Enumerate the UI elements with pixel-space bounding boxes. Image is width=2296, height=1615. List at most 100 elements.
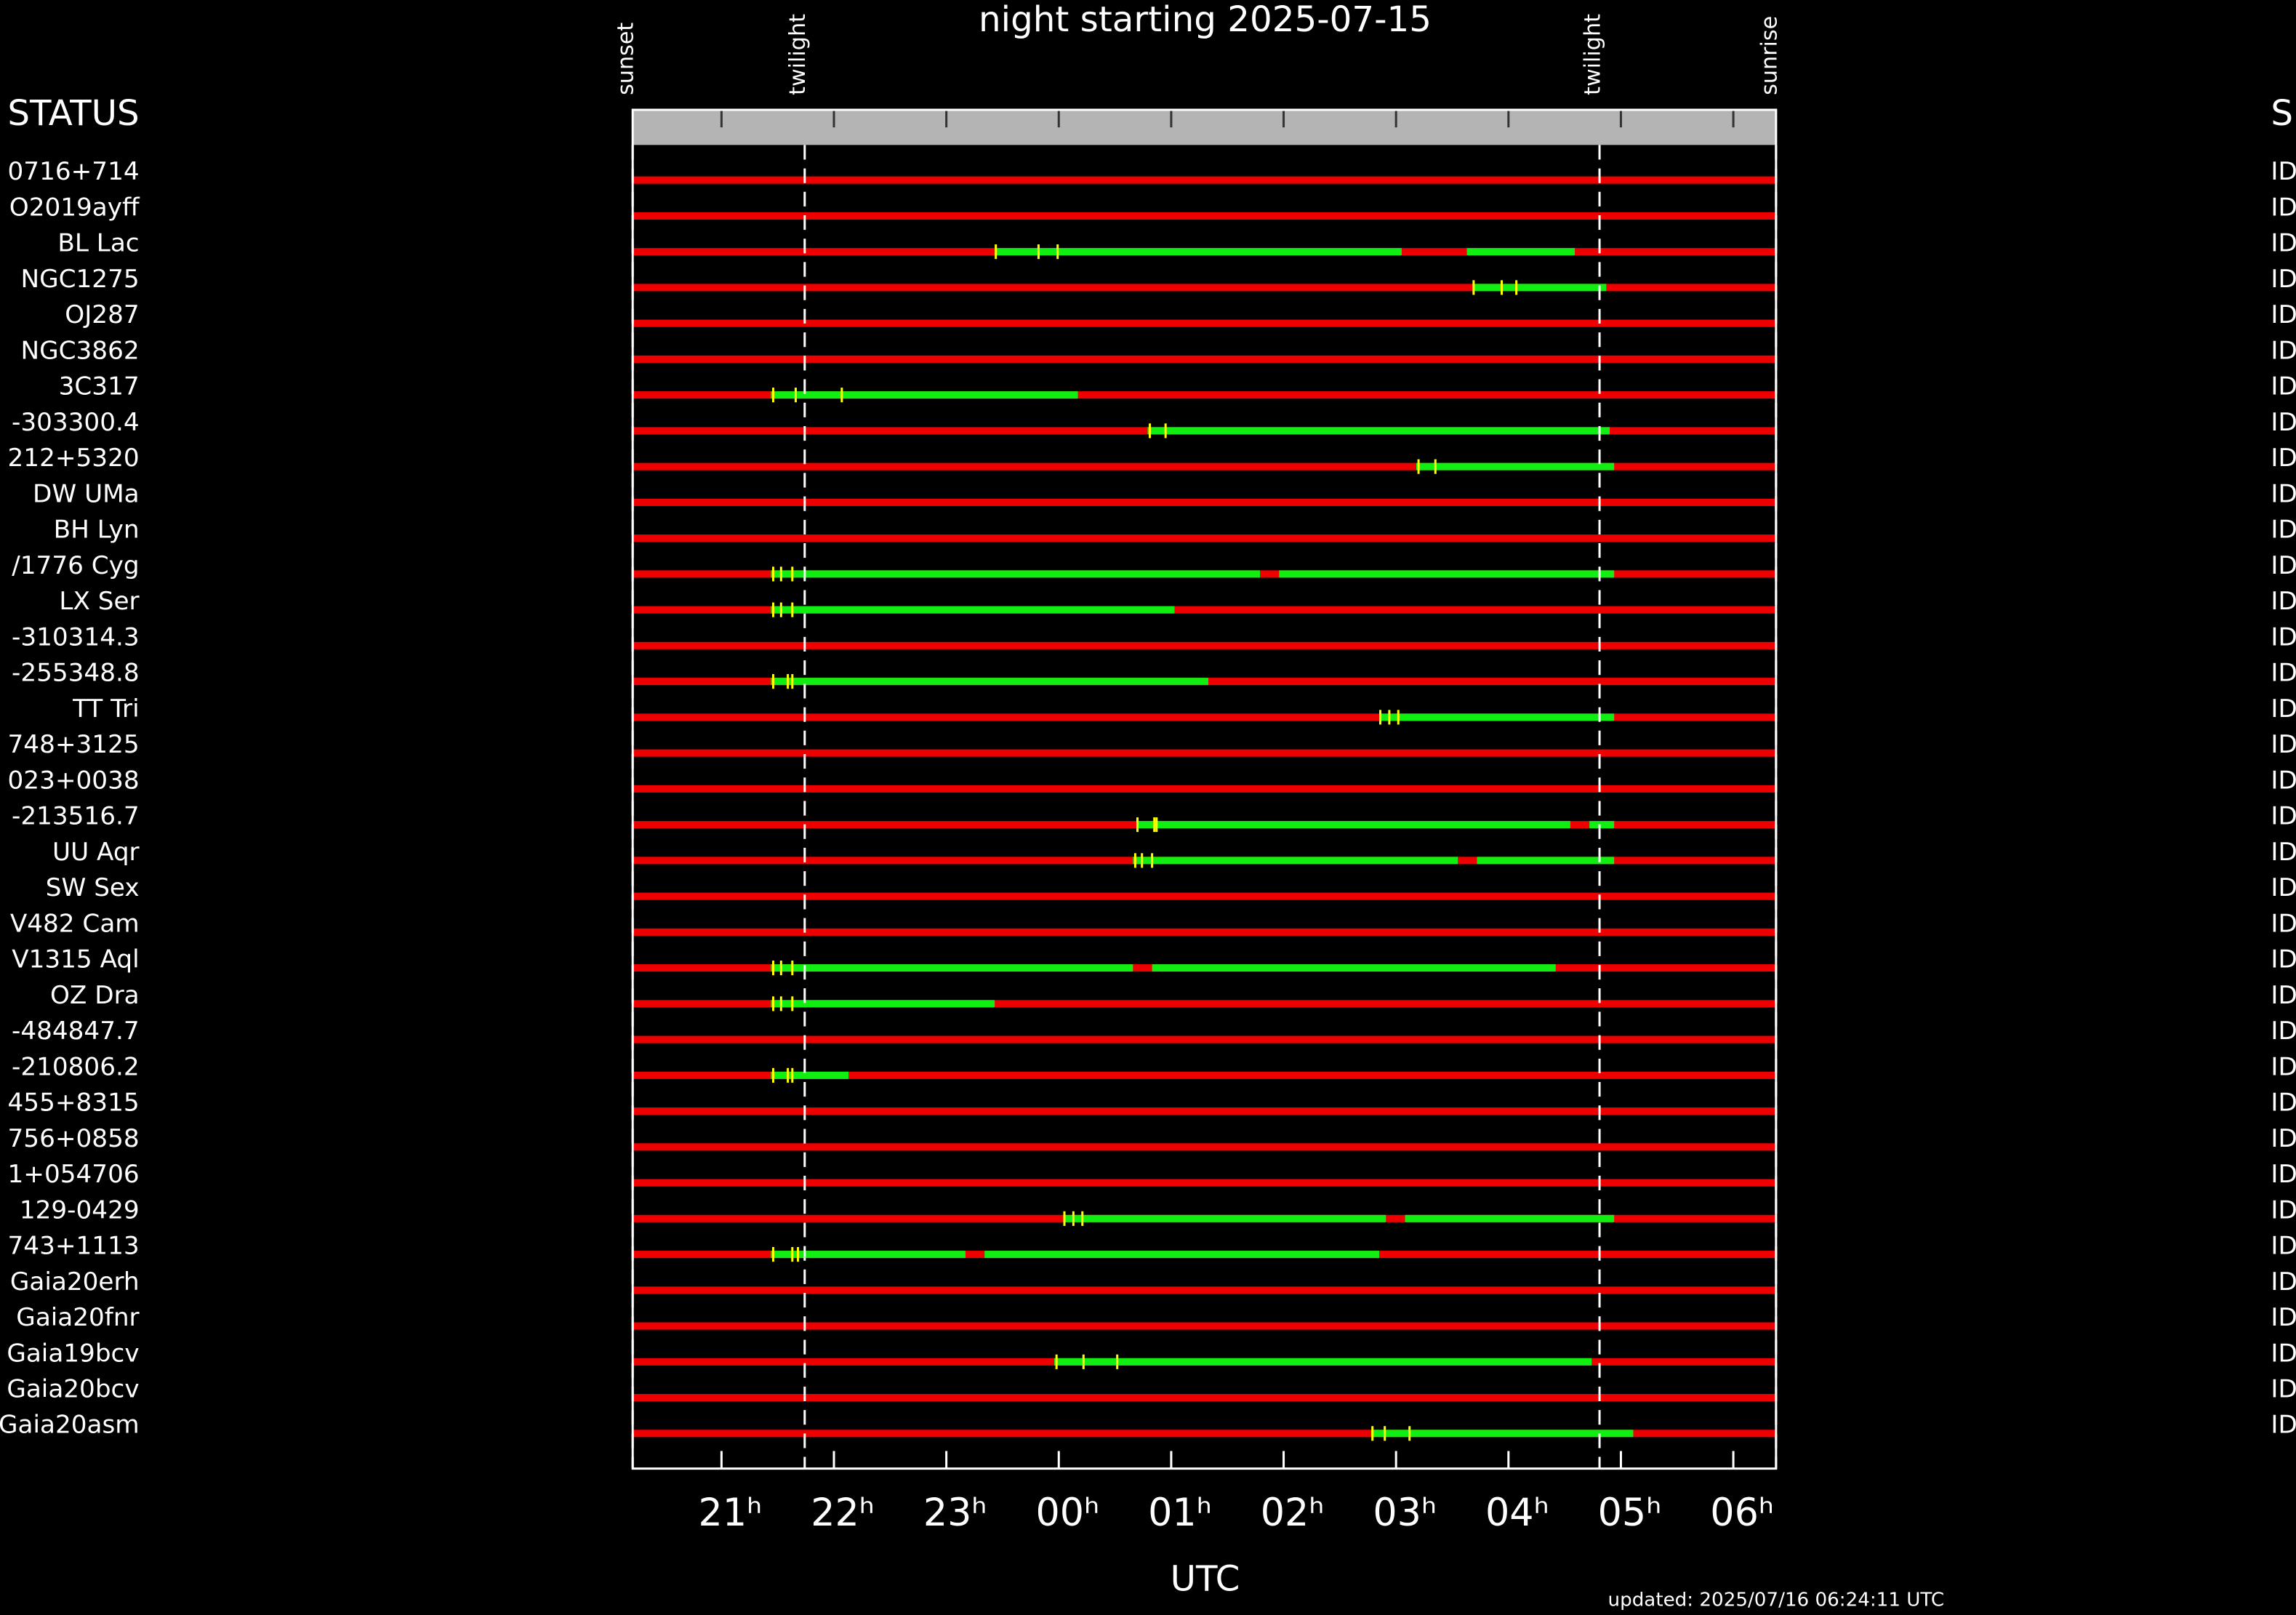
observable-window	[1279, 570, 1615, 578]
row-bar	[633, 1107, 1776, 1115]
row-status: ID	[2271, 444, 2296, 473]
row-label: LX Ser	[59, 587, 140, 616]
observable-window	[771, 391, 1078, 399]
row-status: ID	[2271, 802, 2296, 831]
row-bar	[633, 391, 1776, 399]
row-status: ID	[2271, 945, 2296, 974]
observable-window	[1063, 1214, 1386, 1222]
x-tick-label: 01ʰ	[1148, 1491, 1212, 1535]
row-status: ID	[2271, 838, 2296, 867]
observable-window	[771, 606, 1175, 614]
row-status: ID	[2271, 873, 2296, 902]
chart-title: night starting 2025-07-15	[979, 0, 1432, 40]
observable-window	[1589, 821, 1615, 829]
row-bar	[633, 1000, 1776, 1008]
row-label: OJ287	[65, 300, 139, 329]
row-status: ID	[2271, 1089, 2296, 1118]
row-status: ID	[2271, 1411, 2296, 1440]
row-bar	[633, 498, 1776, 506]
x-tick-label: 00ʰ	[1035, 1491, 1099, 1535]
row-label: NGC1275	[21, 265, 140, 294]
row-label: NGC3862	[21, 336, 140, 365]
row-status: ID	[2271, 229, 2296, 258]
row-status: ID	[2271, 1052, 2296, 1081]
row-bar	[633, 892, 1776, 900]
row-label: 023+0038	[8, 766, 140, 795]
row-bar	[633, 284, 1776, 292]
row-status: ID	[2271, 300, 2296, 329]
row-label: -210806.2	[12, 1052, 140, 1081]
row-label: 3C317	[59, 372, 140, 401]
event-label: twilight	[785, 14, 811, 95]
row-status: ID	[2271, 730, 2296, 759]
row-bar	[633, 713, 1776, 721]
observable-window	[1466, 248, 1576, 256]
row-bar	[633, 319, 1776, 327]
event-label: twilight	[1581, 14, 1606, 95]
x-tick-label: 02ʰ	[1261, 1491, 1325, 1535]
row-bar	[633, 1394, 1776, 1402]
observable-window	[1472, 284, 1607, 292]
row-label: 129-0429	[20, 1195, 140, 1225]
row-bar	[633, 1430, 1776, 1438]
row-label: Gaia20fnr	[16, 1303, 140, 1332]
row-status: ID	[2271, 1195, 2296, 1225]
observable-window	[1152, 964, 1556, 972]
event-label: sunset	[614, 23, 639, 95]
header-band	[633, 110, 1776, 145]
row-status: ID	[2271, 587, 2296, 616]
row-label: V482 Cam	[10, 909, 140, 938]
row-status: ID	[2271, 372, 2296, 401]
row-label: 1+054706	[8, 1160, 140, 1189]
row-status: ID	[2271, 408, 2296, 437]
observable-window	[771, 678, 1208, 686]
row-status: ID	[2271, 1124, 2296, 1153]
row-status: ID	[2271, 1232, 2296, 1261]
row-label: SW Sex	[46, 873, 140, 902]
row-label: UU Aqr	[52, 838, 140, 867]
row-label: -213516.7	[12, 802, 140, 831]
row-label: BL Lac	[57, 229, 139, 258]
row-status: ID	[2271, 981, 2296, 1010]
observable-window	[1378, 713, 1615, 721]
row-label: 212+5320	[8, 444, 140, 473]
row-label: 0716+714	[8, 157, 140, 186]
row-bar	[633, 462, 1776, 470]
row-status: ID	[2271, 766, 2296, 795]
row-status: ID	[2271, 1339, 2296, 1368]
row-label: Gaia19bcv	[7, 1339, 139, 1368]
observable-window	[771, 570, 1261, 578]
observable-window	[771, 1251, 966, 1259]
row-bar	[633, 1071, 1776, 1079]
row-status: ID	[2271, 265, 2296, 294]
row-label: /1776 Cyg	[12, 551, 139, 580]
row-label: BH Lyn	[54, 516, 140, 545]
row-bar	[633, 785, 1776, 793]
row-bar	[633, 1179, 1776, 1187]
x-tick-label: 05ʰ	[1598, 1491, 1662, 1535]
observable-window	[1371, 1430, 1634, 1438]
row-status: ID	[2271, 1374, 2296, 1403]
x-tick-label: 03ʰ	[1373, 1491, 1437, 1535]
row-bar	[633, 355, 1776, 363]
row-status: ID	[2271, 157, 2296, 186]
row-label: TT Tri	[72, 694, 140, 724]
observable-window	[771, 1071, 849, 1079]
row-status: ID	[2271, 336, 2296, 365]
updated-label: updated: 2025/07/16 06:24:11 UTC	[1608, 1589, 1945, 1611]
row-status: ID	[2271, 909, 2296, 938]
row-label: -255348.8	[12, 659, 140, 688]
row-label: 748+3125	[8, 730, 140, 759]
row-label: -303300.4	[12, 408, 140, 437]
row-status: ID	[2271, 1160, 2296, 1189]
x-tick-label: 04ʰ	[1485, 1491, 1549, 1535]
observable-window	[1147, 427, 1610, 435]
event-label: sunrise	[1757, 16, 1782, 95]
observable-window	[1054, 1358, 1592, 1366]
row-bar	[633, 212, 1776, 220]
row-bar	[633, 928, 1776, 936]
observable-window	[1416, 462, 1615, 470]
row-label: -484847.7	[12, 1017, 140, 1046]
observable-window	[1405, 1214, 1615, 1222]
